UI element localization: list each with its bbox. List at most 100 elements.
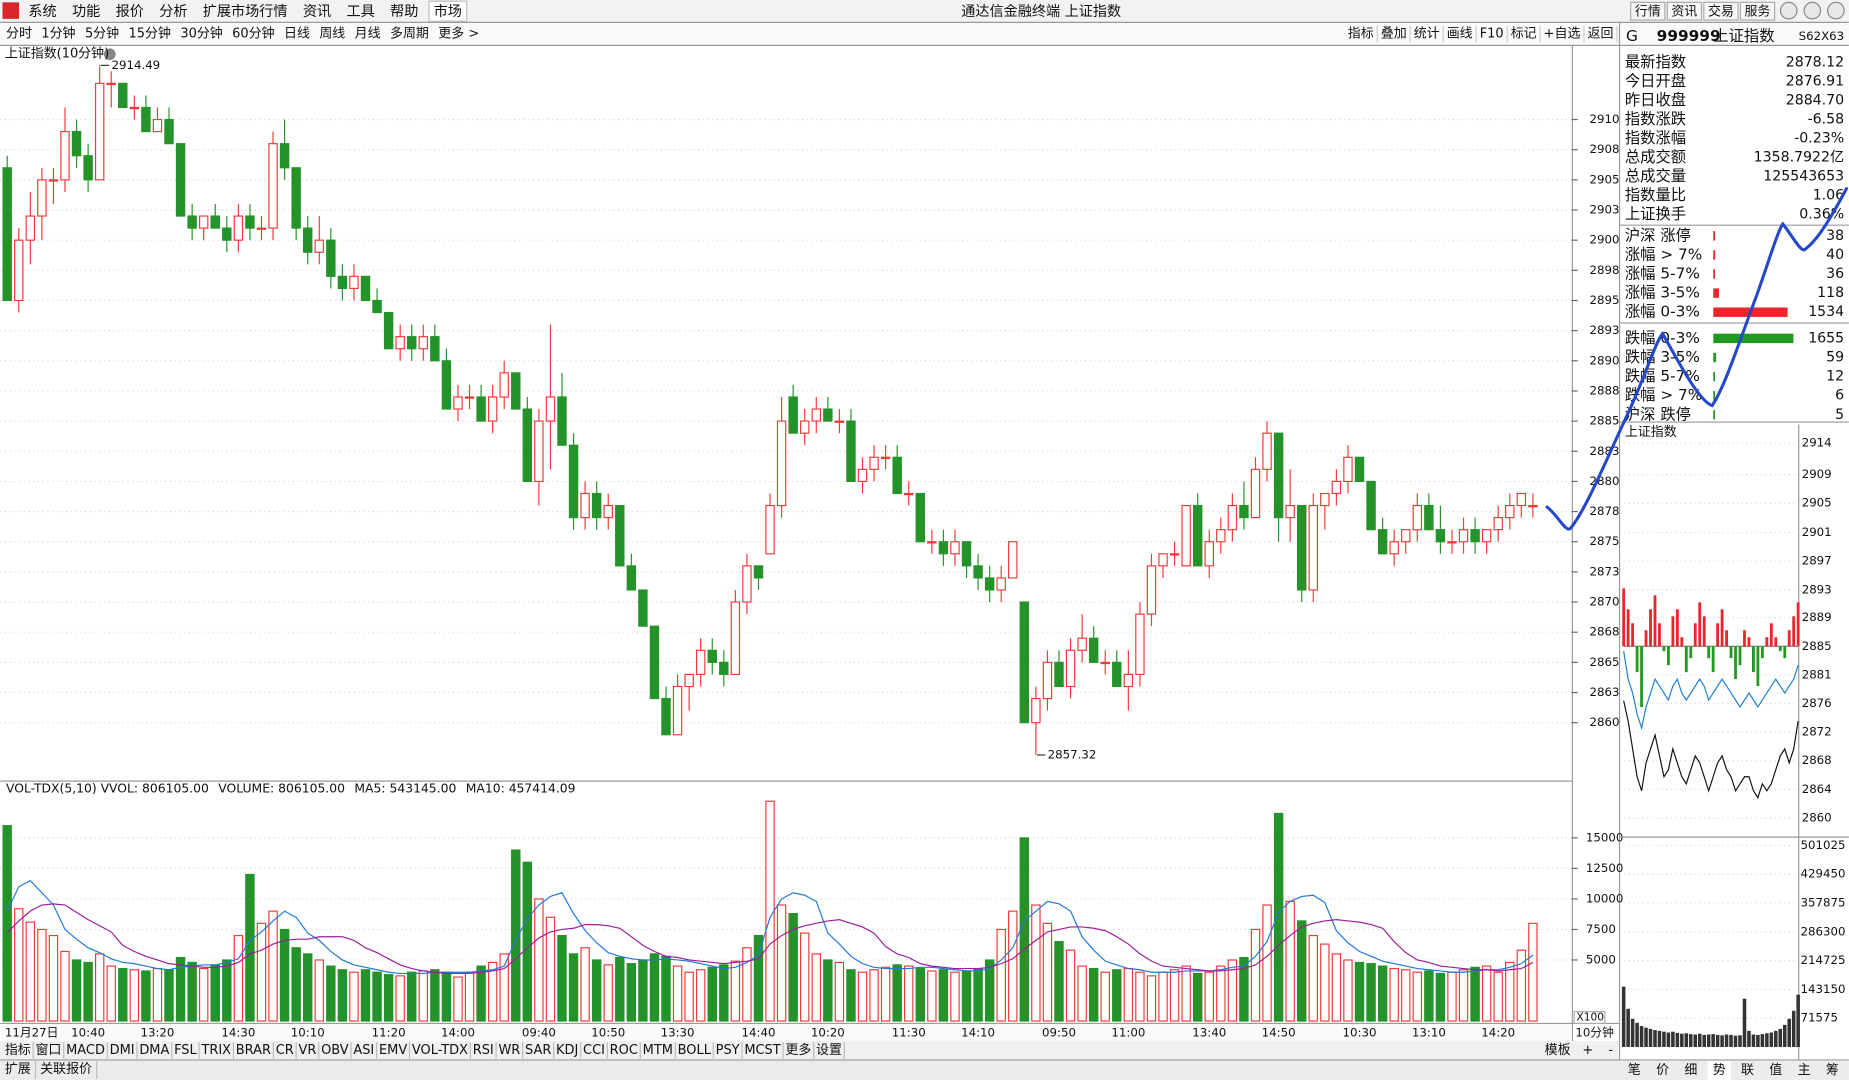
minimize-button[interactable]: [1779, 1, 1798, 20]
mini-tab[interactable]: 主: [1798, 1063, 1811, 1078]
close-button[interactable]: [1827, 1, 1845, 20]
volume-bar: [904, 965, 914, 1022]
indicator-tab[interactable]: SAR: [525, 1043, 551, 1058]
indicator-tab[interactable]: 设置: [816, 1043, 842, 1058]
period-button[interactable]: 月线: [355, 27, 381, 42]
menu-item[interactable]: 扩展市场行情: [203, 3, 288, 20]
menu-item[interactable]: 工具: [346, 4, 374, 20]
period-button[interactable]: 多周期: [390, 27, 429, 42]
menu-button-label[interactable]: 资讯: [1671, 4, 1697, 19]
menu-button-label[interactable]: 交易: [1708, 3, 1734, 19]
menu-button[interactable]: [1703, 1, 1739, 21]
indicator-tab[interactable]: BRAR: [236, 1043, 271, 1058]
tool-button[interactable]: 返回: [1588, 27, 1614, 42]
quote-label: 昨日收盘: [1625, 91, 1686, 109]
indicator-tab[interactable]: RSI: [473, 1043, 494, 1058]
indicator-tab[interactable]: CR: [276, 1043, 294, 1058]
tool-button[interactable]: 叠加: [1381, 27, 1407, 42]
template-button[interactable]: -: [1608, 1043, 1613, 1058]
indicator-tab[interactable]: TRIX: [200, 1043, 231, 1058]
indicator-tab[interactable]: BOLL: [678, 1043, 712, 1058]
template-button[interactable]: +: [1582, 1043, 1593, 1058]
breadth-count: 38: [1826, 228, 1844, 244]
mini-volume-bar: [1787, 1018, 1791, 1047]
candle-body: [1146, 565, 1157, 615]
mini-tab[interactable]: 值: [1769, 1062, 1782, 1078]
tool-button[interactable]: 指标: [1348, 27, 1374, 42]
period-button[interactable]: 15分钟: [129, 26, 171, 42]
volume-bar: [1112, 969, 1122, 1022]
indicator-tab[interactable]: CCI: [583, 1043, 605, 1058]
period-button[interactable]: 周线: [319, 27, 345, 42]
quote-value: 2884.70: [1786, 92, 1844, 108]
indicator-tab[interactable]: WR: [498, 1043, 520, 1058]
candle-body: [1019, 601, 1030, 724]
mini-tab[interactable]: 价: [1656, 1063, 1669, 1078]
indicator-tab[interactable]: 窗口: [35, 1042, 61, 1058]
volume-bar: [800, 932, 810, 1022]
y-tick-label: 286300: [1801, 924, 1846, 938]
tool-button[interactable]: +自选: [1544, 27, 1581, 42]
candle-body: [788, 396, 798, 434]
x-tick-label: 10:10: [291, 1025, 325, 1039]
menu-item[interactable]: 系统: [28, 4, 56, 20]
indicator-tab[interactable]: EMV: [379, 1043, 407, 1058]
menu-button[interactable]: [1630, 1, 1666, 21]
candle-body: [869, 456, 879, 470]
mini-tab[interactable]: 势: [1713, 1062, 1726, 1078]
indicator-tab[interactable]: OBV: [321, 1043, 349, 1058]
indicator-tab[interactable]: DMI: [110, 1043, 135, 1058]
indicator-tab[interactable]: MTM: [643, 1043, 673, 1058]
mini-tab[interactable]: 细: [1684, 1063, 1697, 1078]
volume-bar: [198, 967, 209, 1022]
restore-button[interactable]: [1803, 1, 1822, 20]
volume-bar: [1481, 965, 1492, 1022]
menu-button[interactable]: [1739, 1, 1776, 21]
period-more[interactable]: 更多 >: [438, 27, 479, 42]
tool-button[interactable]: F10: [1480, 27, 1504, 42]
period-button[interactable]: 5分钟: [85, 26, 119, 42]
indicator-tab[interactable]: PSY: [716, 1043, 740, 1058]
indicator-tab[interactable]: VR: [298, 1043, 316, 1058]
period-button[interactable]: 日线: [284, 27, 310, 42]
tool-button[interactable]: 画线: [1447, 27, 1473, 42]
indicator-tab[interactable]: ROC: [610, 1043, 638, 1058]
status-item[interactable]: 关联报价: [40, 1062, 92, 1077]
menu-item[interactable]: 资讯: [303, 4, 331, 20]
volume-bar: [499, 953, 509, 1022]
mini-tab[interactable]: 笔: [1628, 1062, 1641, 1078]
chart-menu-icon[interactable]: [103, 48, 116, 61]
indicator-tab[interactable]: DMA: [139, 1043, 169, 1058]
indicator-tab[interactable]: KDJ: [556, 1043, 578, 1058]
menu-item-active[interactable]: 市场: [434, 3, 462, 20]
mini-tab[interactable]: 筹: [1826, 1062, 1839, 1078]
menu-item[interactable]: 分析: [159, 4, 187, 20]
period-button[interactable]: 30分钟: [180, 26, 222, 42]
indicator-tab[interactable]: 指标: [5, 1043, 31, 1058]
mini-volume-bar: [1621, 986, 1626, 1047]
menu-button-label[interactable]: 行情: [1635, 4, 1661, 19]
status-item[interactable]: 扩展: [5, 1062, 31, 1077]
template-button[interactable]: 模板: [1545, 1043, 1571, 1058]
period-button[interactable]: 1分钟: [41, 26, 75, 42]
menu-item[interactable]: 功能: [72, 4, 100, 20]
candle-body: [1389, 541, 1399, 555]
indicator-tab[interactable]: 更多: [785, 1043, 811, 1058]
indicator-tab[interactable]: ASI: [353, 1043, 374, 1058]
indicator-tab[interactable]: MACD: [66, 1043, 105, 1058]
period-button[interactable]: 分时: [6, 27, 32, 42]
tool-button[interactable]: 统计: [1414, 27, 1440, 42]
indicator-tab[interactable]: VOL-TDX: [412, 1043, 468, 1058]
menu-button-label[interactable]: 服务: [1745, 3, 1771, 19]
menu-item[interactable]: 报价: [116, 4, 144, 20]
tool-button[interactable]: 标记: [1511, 27, 1537, 42]
period-button[interactable]: 60分钟: [232, 26, 274, 42]
indicator-tab[interactable]: MCST: [744, 1043, 780, 1058]
menu-item[interactable]: 帮助: [390, 4, 418, 20]
quote-value: 1.06: [1813, 187, 1844, 203]
volume-bar: [187, 961, 197, 1022]
indicator-tab[interactable]: FSL: [174, 1043, 197, 1058]
volume-bar: [256, 922, 267, 1022]
menu-button[interactable]: [1666, 1, 1703, 21]
mini-tab[interactable]: 联: [1741, 1063, 1754, 1078]
